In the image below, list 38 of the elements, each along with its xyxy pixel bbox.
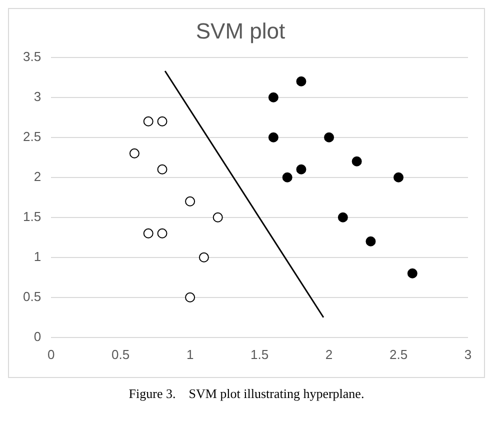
x-tick-label: 2.5 [389, 346, 408, 362]
x-tick-label: 0 [47, 346, 55, 362]
point [185, 292, 196, 302]
x-tick-label: 3 [464, 346, 472, 362]
point [268, 92, 278, 102]
x-tick-label: 0.5 [112, 346, 130, 362]
y-tick-label: 3 [34, 88, 42, 104]
point [352, 156, 362, 166]
chart-title: SVM plot [196, 18, 286, 44]
x-tick-label: 1.5 [250, 346, 269, 362]
point [157, 116, 168, 126]
point [407, 268, 418, 278]
point [338, 212, 348, 222]
y-tick-label: 0 [34, 328, 42, 344]
x-tick-label: 2 [325, 346, 333, 362]
caption: Figure 3. SVM plot illustrating hyperplane. [128, 386, 366, 402]
y-tick-label: 1 [34, 248, 42, 264]
point [129, 148, 140, 158]
point [324, 132, 334, 142]
y-tick-label: 2 [34, 168, 42, 184]
y-tick-label: 2.5 [22, 128, 42, 144]
y-tick-label: 1.5 [22, 208, 42, 224]
point [198, 252, 209, 262]
point [366, 236, 376, 246]
y-tick-label: 3.5 [22, 48, 42, 64]
point [185, 196, 196, 206]
point [157, 228, 168, 238]
y-tick-label: 0.5 [22, 288, 42, 304]
point [282, 172, 292, 182]
point [157, 164, 168, 174]
point [268, 132, 278, 142]
point [394, 172, 404, 182]
point [296, 164, 306, 174]
point [212, 212, 223, 222]
point [143, 116, 154, 126]
point [143, 228, 154, 238]
x-tick-label: 1 [186, 346, 194, 362]
point [296, 76, 306, 86]
